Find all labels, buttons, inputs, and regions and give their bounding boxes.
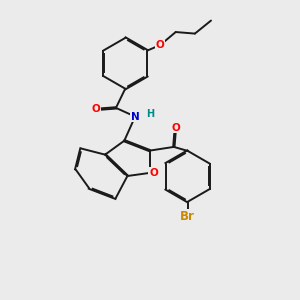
Text: O: O	[156, 40, 165, 50]
Text: Br: Br	[180, 210, 195, 223]
Text: O: O	[92, 104, 100, 114]
Text: N: N	[131, 112, 140, 122]
Text: O: O	[149, 168, 158, 178]
Text: H: H	[147, 109, 155, 119]
Text: O: O	[171, 123, 180, 133]
